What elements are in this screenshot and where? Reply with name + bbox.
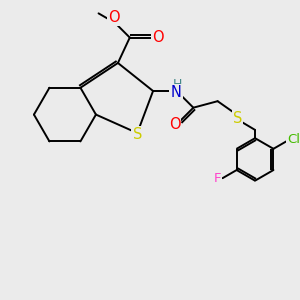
Text: Cl: Cl xyxy=(287,133,300,146)
Text: O: O xyxy=(108,10,119,25)
Text: F: F xyxy=(214,172,221,185)
Text: S: S xyxy=(233,111,242,126)
Text: S: S xyxy=(133,127,142,142)
Text: O: O xyxy=(169,117,180,132)
Text: H: H xyxy=(172,78,182,91)
Text: O: O xyxy=(153,30,164,45)
Text: N: N xyxy=(171,85,182,100)
